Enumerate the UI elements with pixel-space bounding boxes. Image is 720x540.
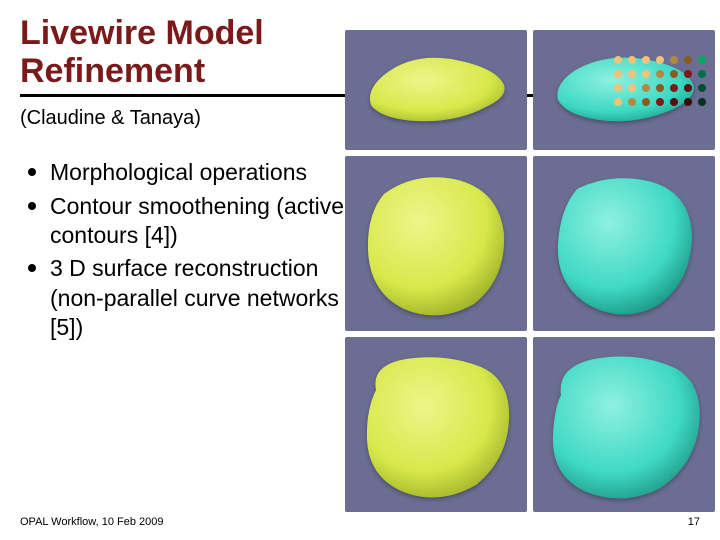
- slide: Livewire Model Refinement (Claudine & Ta…: [0, 0, 720, 540]
- dot-icon: [670, 70, 678, 78]
- dot-icon: [684, 70, 692, 78]
- model-cell-right-2: [533, 156, 715, 331]
- model-blob-yellow-icon: [354, 164, 519, 324]
- dot-icon: [614, 84, 622, 92]
- dot-icon: [642, 98, 650, 106]
- dot-icon: [698, 70, 706, 78]
- title-line-1: Livewire Model: [20, 14, 264, 52]
- dot-icon: [642, 70, 650, 78]
- model-blob-teal-icon: [542, 164, 707, 324]
- bullet-text: Morphological operations: [50, 159, 307, 185]
- dot-icon: [670, 56, 678, 64]
- dot-icon: [656, 56, 664, 64]
- bullet-list: Morphological operations Contour smoothe…: [20, 158, 355, 347]
- dot-icon: [642, 56, 650, 64]
- dot-icon: [656, 84, 664, 92]
- model-cell-left-1: [345, 30, 527, 150]
- dot-icon: [684, 84, 692, 92]
- decorative-dot-grid-icon: [614, 56, 708, 108]
- dot-icon: [670, 98, 678, 106]
- dot-icon: [684, 98, 692, 106]
- bullet-item: 3 D surface reconstruction (non-parallel…: [24, 254, 355, 342]
- dot-icon: [614, 70, 622, 78]
- dot-icon: [670, 84, 678, 92]
- bullet-item: Contour smoothening (active contours [4]…: [24, 192, 355, 251]
- model-cell-right-3: [533, 337, 715, 512]
- slide-number: 17: [688, 516, 700, 528]
- dot-icon: [656, 70, 664, 78]
- slide-footer: OPAL Workflow, 10 Feb 2009 17: [20, 516, 700, 528]
- title-line-2: Refinement: [20, 52, 205, 90]
- bullet-item: Morphological operations: [24, 158, 355, 187]
- dot-icon: [628, 84, 636, 92]
- dot-icon: [698, 56, 706, 64]
- dot-icon: [628, 56, 636, 64]
- dot-icon: [698, 84, 706, 92]
- dot-icon: [656, 98, 664, 106]
- footer-left-text: OPAL Workflow, 10 Feb 2009: [20, 516, 163, 528]
- bullet-text: 3 D surface reconstruction (non-parallel…: [50, 255, 339, 340]
- dot-icon: [628, 70, 636, 78]
- dot-icon: [684, 56, 692, 64]
- model-blob-teal-icon: [539, 345, 709, 505]
- dot-icon: [642, 84, 650, 92]
- model-blob-yellow-icon: [351, 345, 521, 505]
- model-blob-yellow-icon: [356, 45, 516, 135]
- dot-icon: [614, 98, 622, 106]
- model-cell-left-3: [345, 337, 527, 512]
- dot-icon: [698, 98, 706, 106]
- bullet-text: Contour smoothening (active contours [4]…: [50, 193, 344, 248]
- model-cell-left-2: [345, 156, 527, 331]
- dot-icon: [614, 56, 622, 64]
- dot-icon: [628, 98, 636, 106]
